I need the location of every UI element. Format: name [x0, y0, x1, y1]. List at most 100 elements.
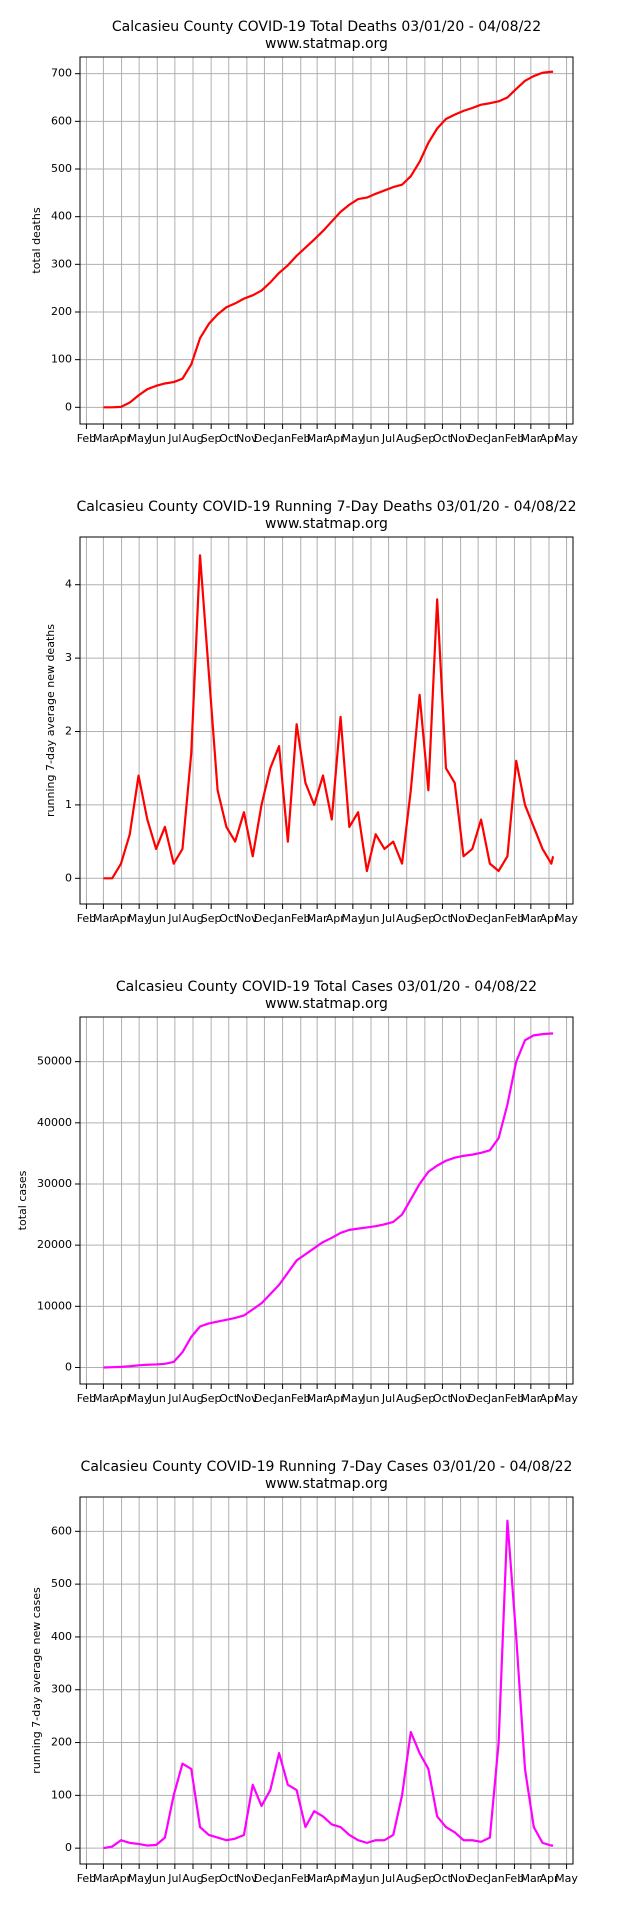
x-tick-label: Aug	[182, 1392, 203, 1405]
data-line	[103, 70, 554, 409]
chart-panel: Calcasieu County COVID-19 Total Cases 03…	[16, 979, 578, 1405]
x-tick-label: Oct	[219, 1392, 239, 1405]
data-line	[103, 1032, 554, 1369]
x-tick-label: Jun	[148, 912, 166, 925]
x-tick-label: Feb	[505, 912, 524, 925]
x-tick-label: Sep	[201, 432, 222, 445]
x-tick-label: Dec	[254, 1872, 275, 1885]
y-tick-label: 100	[51, 1788, 72, 1801]
x-tick-label: Apr	[112, 1392, 132, 1405]
y-axis-label: running 7-day average new deaths	[44, 624, 57, 817]
x-tick-label: Apr	[112, 432, 132, 445]
x-tick-label: Feb	[77, 1392, 96, 1405]
x-tick-label: Sep	[201, 1872, 222, 1885]
x-tick-label: Mar	[520, 1392, 541, 1405]
x-tick-label: Oct	[433, 1872, 453, 1885]
x-tick-label: Apr	[539, 1392, 559, 1405]
x-tick-label: Jan	[487, 1872, 505, 1885]
x-tick-label: Jan	[487, 432, 505, 445]
y-tick-label: 30000	[37, 1177, 72, 1190]
x-tick-label: Apr	[326, 1872, 346, 1885]
x-tick-label: Aug	[396, 1872, 417, 1885]
x-tick-label: Aug	[396, 432, 417, 445]
plot-area	[80, 57, 573, 424]
x-tick-label: Dec	[467, 432, 488, 445]
axes-frame	[79, 536, 574, 905]
x-tick-label: Apr	[539, 912, 559, 925]
x-tick-label: May	[128, 432, 151, 445]
x-tick-label: May	[341, 912, 364, 925]
y-tick-label: 50000	[37, 1055, 72, 1068]
x-tick-label: May	[341, 1392, 364, 1405]
x-tick-label: Jun	[361, 1392, 379, 1405]
x-tick-label: Oct	[433, 1392, 453, 1405]
chart-panel: Calcasieu County COVID-19 Total Deaths 0…	[30, 19, 578, 445]
x-tick-label: Nov	[450, 432, 472, 445]
axes-frame	[79, 1016, 574, 1385]
x-tick-label: Feb	[77, 912, 96, 925]
x-tick-label: Dec	[254, 1392, 275, 1405]
x-tick-label: Aug	[182, 432, 203, 445]
x-tick-label: Apr	[539, 1872, 559, 1885]
x-tick-label: Oct	[219, 1872, 239, 1885]
x-tick-label: Sep	[414, 912, 435, 925]
x-tick-label: Nov	[450, 912, 472, 925]
y-tick-label: 10000	[37, 1299, 72, 1312]
x-tick-label: Nov	[236, 912, 258, 925]
x-tick-label: Jan	[273, 1872, 291, 1885]
x-tick-label: Feb	[505, 432, 524, 445]
y-tick-label: 500	[51, 162, 72, 175]
x-tick-label: Jan	[273, 912, 291, 925]
x-tick-label: Feb	[291, 432, 310, 445]
x-tick-label: Jul	[167, 912, 181, 925]
y-tick-label: 600	[51, 114, 72, 127]
x-tick-label: Aug	[182, 1872, 203, 1885]
y-tick-label: 100	[51, 353, 72, 366]
x-tick-label: Mar	[93, 912, 114, 925]
x-tick-label: Aug	[396, 912, 417, 925]
chart-subtitle: www.statmap.org	[265, 516, 388, 532]
x-tick-label: Feb	[77, 1872, 96, 1885]
x-tick-label: Jul	[381, 432, 395, 445]
x-tick-label: Sep	[201, 912, 222, 925]
x-tick-label: Jul	[167, 1872, 181, 1885]
x-tick-label: Apr	[112, 1872, 132, 1885]
x-tick-label: Feb	[291, 1872, 310, 1885]
x-tick-label: Jun	[361, 432, 379, 445]
x-tick-label: Oct	[219, 432, 239, 445]
chart-title: Calcasieu County COVID-19 Running 7-Day …	[81, 1459, 573, 1475]
x-tick-label: Mar	[520, 912, 541, 925]
chart-subtitle: www.statmap.org	[265, 1476, 388, 1492]
x-tick-label: Apr	[326, 1392, 346, 1405]
x-tick-label: Mar	[520, 432, 541, 445]
y-tick-label: 200	[51, 1736, 72, 1749]
x-tick-label: Jun	[361, 912, 379, 925]
data-line	[103, 1519, 554, 1850]
x-tick-label: Sep	[414, 1872, 435, 1885]
y-tick-label: 2	[65, 725, 72, 738]
x-tick-label: Sep	[414, 1392, 435, 1405]
x-tick-label: Mar	[307, 912, 328, 925]
x-tick-label: Dec	[254, 912, 275, 925]
x-tick-label: Sep	[201, 1392, 222, 1405]
x-tick-label: Feb	[505, 1392, 524, 1405]
y-axis-label: running 7-day average new cases	[30, 1587, 43, 1774]
x-tick-label: May	[128, 1392, 151, 1405]
x-tick-label: Aug	[182, 912, 203, 925]
x-tick-label: Dec	[254, 432, 275, 445]
x-tick-label: Sep	[414, 432, 435, 445]
data-line	[103, 554, 555, 880]
x-tick-label: May	[555, 1872, 578, 1885]
y-tick-label: 500	[51, 1577, 72, 1590]
y-tick-label: 0	[65, 1841, 72, 1854]
x-tick-label: Apr	[326, 912, 346, 925]
y-axis-label: total cases	[16, 1170, 29, 1230]
x-tick-label: May	[128, 912, 151, 925]
x-tick-label: Feb	[291, 1392, 310, 1405]
y-tick-label: 3	[65, 651, 72, 664]
x-tick-label: Dec	[467, 1872, 488, 1885]
x-tick-label: Jan	[487, 912, 505, 925]
chart-title: Calcasieu County COVID-19 Running 7-Day …	[77, 499, 577, 515]
y-axis-label: total deaths	[30, 207, 43, 273]
